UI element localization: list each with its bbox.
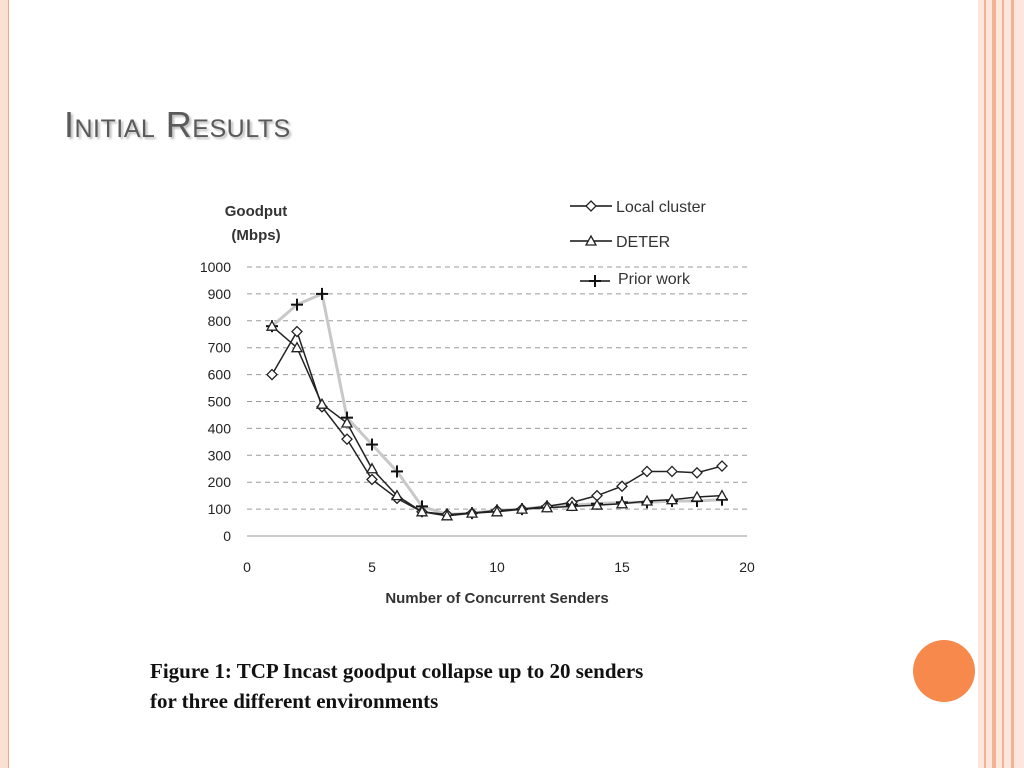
point-local-cluster-2 xyxy=(291,325,303,338)
legend-label-deter: DETER xyxy=(616,234,670,251)
series-line-local-cluster xyxy=(271,329,723,516)
orange-circle-decoration xyxy=(913,640,975,702)
y-tick-label-800: 800 xyxy=(208,313,232,329)
point-deter-19 xyxy=(715,489,729,501)
y-tick-label-400: 400 xyxy=(208,420,232,436)
x-tick-label-15: 15 xyxy=(614,559,630,575)
y-tick-label-100: 100 xyxy=(208,501,232,517)
point-deter-11 xyxy=(515,502,529,514)
point-deter-17 xyxy=(665,493,679,505)
point-local-cluster-16 xyxy=(641,465,653,478)
series-line-deter xyxy=(271,325,723,517)
point-deter-12 xyxy=(540,501,554,513)
right-frame-border xyxy=(978,0,1024,768)
y-axis-label-line2: (Mbps) xyxy=(231,227,280,244)
series-line-prior-work xyxy=(271,291,723,516)
point-deter-2 xyxy=(290,341,304,353)
point-prior-work-6 xyxy=(391,465,403,478)
point-deter-1 xyxy=(265,319,279,331)
legend-marker-local-cluster xyxy=(585,200,597,212)
figure-caption-line1: Figure 1: TCP Incast goodput collapse up… xyxy=(150,659,644,683)
point-deter-13 xyxy=(565,500,579,512)
x-tick-label-10: 10 xyxy=(489,559,505,575)
goodput-chart: Goodput (Mbps) Number of Concurrent Send… xyxy=(150,190,770,620)
point-local-cluster-15 xyxy=(616,480,628,493)
point-deter-7 xyxy=(415,505,429,517)
y-tick-label-600: 600 xyxy=(208,367,232,383)
x-tick-label-20: 20 xyxy=(739,559,755,575)
legend-entry-deter: DETER xyxy=(570,234,670,251)
point-deter-9 xyxy=(465,506,479,518)
figure-caption: Figure 1: TCP Incast goodput collapse up… xyxy=(150,656,830,716)
goodput-chart-svg: Goodput (Mbps) Number of Concurrent Send… xyxy=(200,199,755,607)
point-deter-8 xyxy=(440,509,454,521)
point-prior-work-2 xyxy=(291,298,303,311)
x-tick-label-5: 5 xyxy=(368,559,376,575)
legend-entry-local-cluster: Local cluster xyxy=(570,199,706,216)
point-deter-3 xyxy=(315,397,329,409)
legend-label-local-cluster: Local cluster xyxy=(616,199,706,216)
point-local-cluster-17 xyxy=(666,465,678,478)
slide-title: Initial Results xyxy=(64,104,291,145)
point-local-cluster-4 xyxy=(341,433,353,446)
point-deter-14 xyxy=(590,498,604,510)
point-deter-15 xyxy=(615,497,629,509)
point-local-cluster-1 xyxy=(266,368,278,381)
y-tick-label-0: 0 xyxy=(223,528,231,544)
y-tick-label-200: 200 xyxy=(208,474,232,490)
point-deter-10 xyxy=(490,505,504,517)
point-deter-18 xyxy=(690,490,704,502)
y-tick-label-500: 500 xyxy=(208,394,232,410)
legend-marker-prior-work xyxy=(589,275,601,287)
figure-caption-line2: for three different environments xyxy=(150,689,439,713)
y-tick-label-700: 700 xyxy=(208,340,232,356)
y-tick-label-300: 300 xyxy=(208,447,232,463)
point-prior-work-5 xyxy=(366,438,378,451)
y-tick-label-900: 900 xyxy=(208,286,232,302)
x-tick-label-0: 0 xyxy=(243,559,251,575)
legend-label-prior-work: Prior work xyxy=(618,271,691,288)
point-local-cluster-5 xyxy=(366,473,378,486)
point-local-cluster-19 xyxy=(716,460,728,472)
point-prior-work-3 xyxy=(316,287,328,300)
point-deter-5 xyxy=(365,462,379,474)
x-axis-label: Number of Concurrent Senders xyxy=(385,590,608,607)
point-deter-4 xyxy=(340,416,354,428)
legend-marker-deter xyxy=(584,234,598,246)
y-axis-label-line1: Goodput xyxy=(225,203,287,220)
legend-entry-prior-work: Prior work xyxy=(580,271,691,288)
point-deter-6 xyxy=(390,489,404,501)
y-tick-label-1000: 1000 xyxy=(200,259,231,275)
point-local-cluster-18 xyxy=(691,466,703,479)
left-frame-border xyxy=(0,0,9,768)
point-deter-16 xyxy=(640,494,654,506)
